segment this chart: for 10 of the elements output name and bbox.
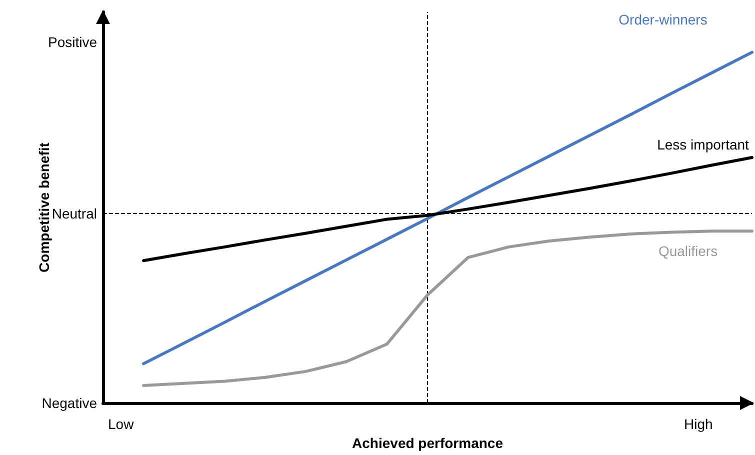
text: Negative: [42, 395, 98, 411]
text: Low: [108, 416, 135, 432]
series-label: Qualifiers: [658, 243, 718, 260]
text: Positive: [48, 34, 98, 50]
y-axis-title: Competitive benefit: [36, 142, 52, 272]
text: High: [684, 416, 713, 432]
series-label: Less important: [657, 136, 750, 153]
text: Order-winners: [618, 11, 708, 28]
ref-line-label: Neutral: [52, 206, 97, 222]
x-axis-title: Achieved performance: [352, 435, 504, 451]
